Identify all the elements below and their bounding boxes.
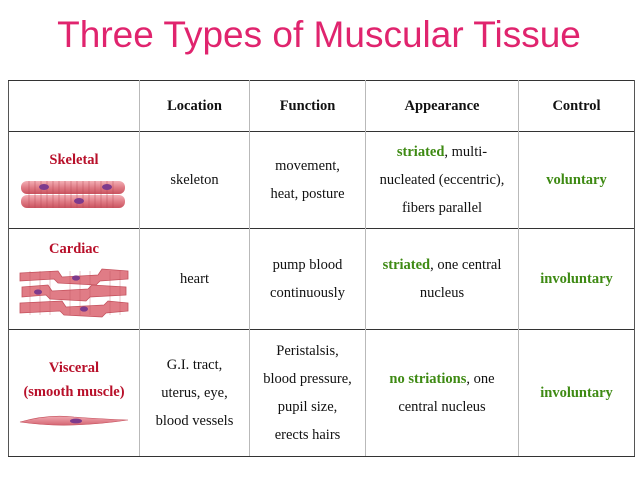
header-control: Control bbox=[518, 80, 635, 132]
control-cell: involuntary bbox=[518, 329, 635, 457]
cardiac-muscle-fiber-image bbox=[19, 268, 129, 318]
muscle-tissue-table: Location Function Appearance Control Ske… bbox=[8, 80, 635, 457]
muscle-type-name: Skeletal bbox=[49, 152, 99, 168]
skeletal-muscle-fiber-image bbox=[21, 181, 125, 208]
header-empty bbox=[8, 80, 140, 132]
muscle-type-name: Visceral (smooth muscle) bbox=[23, 360, 125, 400]
appearance-cell: striated, multi- nucleated (eccentric), … bbox=[365, 131, 519, 229]
muscle-type-name: Cardiac bbox=[49, 241, 99, 257]
control-cell: involuntary bbox=[518, 228, 635, 330]
function-cell: pump blood continuously bbox=[249, 228, 366, 330]
appearance-highlight: striated bbox=[396, 144, 445, 160]
muscle-type-cell: Visceral (smooth muscle) bbox=[8, 329, 140, 457]
header-location: Location bbox=[139, 80, 250, 132]
control-cell: voluntary bbox=[518, 131, 635, 229]
smooth-muscle-cell-image bbox=[19, 415, 129, 426]
appearance-cell: no striations, one central nucleus bbox=[365, 329, 519, 457]
muscle-type-cell: Skeletal bbox=[8, 131, 140, 229]
appearance-cell: striated, one central nucleus bbox=[365, 228, 519, 330]
table-header-row: Location Function Appearance Control bbox=[8, 80, 635, 132]
table-row: Skeletal bbox=[8, 131, 635, 229]
function-cell: Peristalsis, blood pressure, pupil size,… bbox=[249, 329, 366, 457]
header-appearance: Appearance bbox=[365, 80, 519, 132]
table-row: Cardiac heart pump blood contin bbox=[8, 228, 635, 330]
page-title: Three Types of Muscular Tissue bbox=[57, 14, 581, 55]
muscle-type-cell: Cardiac bbox=[8, 228, 140, 330]
header-function: Function bbox=[249, 80, 366, 132]
location-cell: G.I. tract, uterus, eye, blood vessels bbox=[139, 329, 250, 457]
location-cell: heart bbox=[139, 228, 250, 330]
appearance-highlight: striated bbox=[382, 257, 431, 273]
location-cell: skeleton bbox=[139, 131, 250, 229]
table-row: Visceral (smooth muscle) G.I. tract, ute… bbox=[8, 329, 635, 457]
function-cell: movement, heat, posture bbox=[249, 131, 366, 229]
appearance-highlight: no striations bbox=[389, 371, 467, 387]
